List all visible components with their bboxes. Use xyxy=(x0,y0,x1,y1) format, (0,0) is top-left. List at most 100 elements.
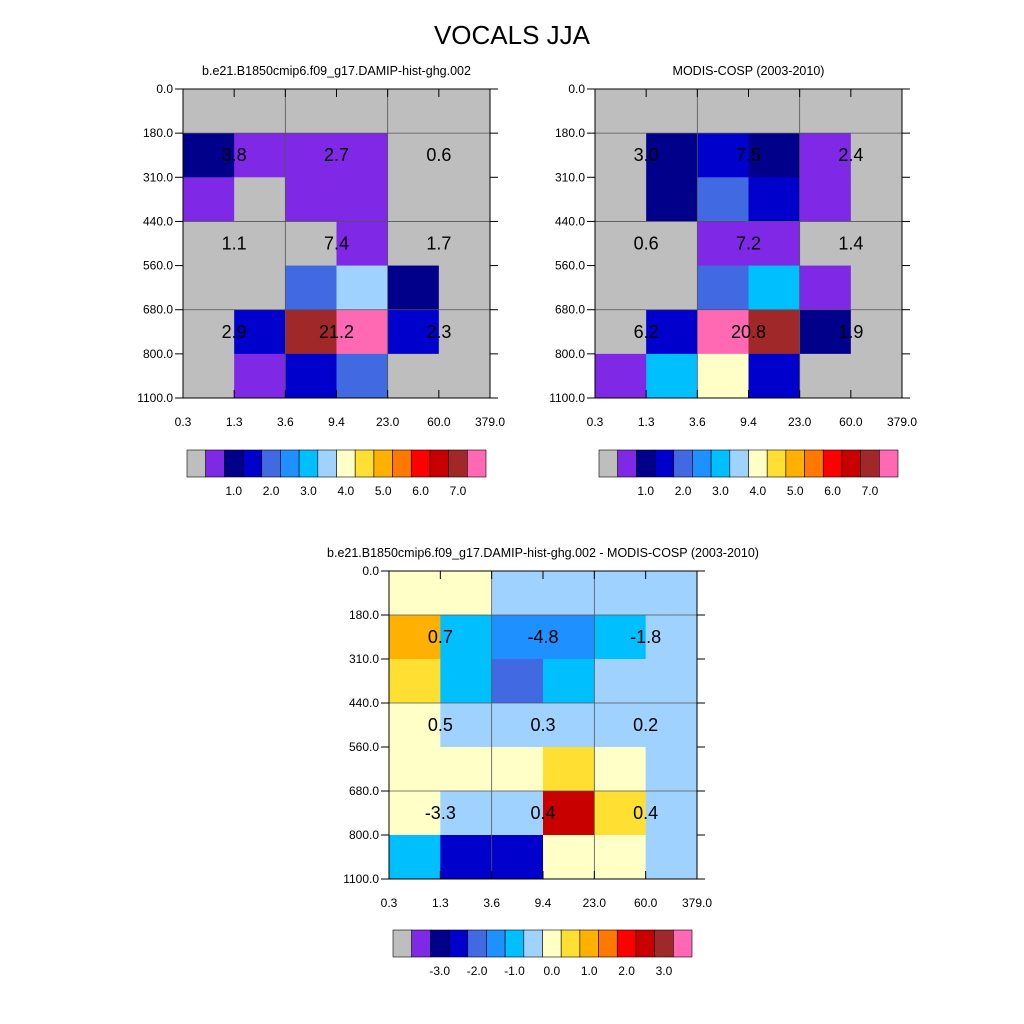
group-value-label: 3.0 xyxy=(634,145,659,165)
heatmap-cell xyxy=(387,353,440,399)
heatmap-cell xyxy=(491,659,544,704)
colorbar-swatch xyxy=(766,449,787,478)
heatmap-cell xyxy=(594,659,647,704)
colorbar-label: 1.0 xyxy=(581,964,598,978)
heatmap-cell xyxy=(543,835,595,880)
x-tick-label: 60.0 xyxy=(427,415,451,429)
colorbar-swatch xyxy=(242,449,263,478)
x-tick-label: 1.3 xyxy=(638,415,655,429)
heatmap-cell xyxy=(645,791,698,836)
y-tick-label: 560.0 xyxy=(555,259,585,273)
colorbar-swatch xyxy=(710,449,731,478)
heatmap-cell xyxy=(697,309,749,355)
group-value-label: 0.6 xyxy=(426,145,451,165)
x-tick-label: 0.3 xyxy=(175,415,192,429)
group-value-label: 2.9 xyxy=(222,322,247,342)
colorbar-swatch xyxy=(336,449,356,478)
x-tick-label: 379.0 xyxy=(475,415,505,429)
heatmap-cell xyxy=(438,89,491,134)
group-value-label: 7.2 xyxy=(736,234,761,254)
group-value-label: 1.1 xyxy=(222,234,247,254)
group-value-label: -1.8 xyxy=(630,627,661,647)
heatmap-cell xyxy=(336,89,389,134)
heatmap-cell xyxy=(850,309,903,355)
heatmap-cell xyxy=(543,615,595,660)
panel-2: MODIS-COSP (2003-2010) 0.0 180.0 310.0 440.0… xyxy=(549,64,917,498)
colorbar-swatch xyxy=(785,449,805,478)
heatmap-cell xyxy=(646,177,698,222)
heatmap-cell xyxy=(850,265,903,311)
colorbar-swatch xyxy=(504,929,525,958)
colorbar-swatch xyxy=(411,929,431,958)
group-value-label: 1.7 xyxy=(426,234,451,254)
heatmap-cell xyxy=(748,89,801,134)
colorbar-label: 1.0 xyxy=(225,484,242,498)
heatmap-cell xyxy=(594,835,647,880)
heatmap-cell xyxy=(285,89,337,134)
colorbar-label: 4.0 xyxy=(750,484,767,498)
heatmap-cell xyxy=(285,221,337,267)
y-tick-label: 560.0 xyxy=(349,740,379,754)
heatmap-cell xyxy=(850,133,903,178)
group-value-label: 2.4 xyxy=(838,145,863,165)
x-tick-label: 3.6 xyxy=(689,415,706,429)
group-value-label: 21.2 xyxy=(319,322,354,342)
colorbar-label: 6.0 xyxy=(412,484,429,498)
y-tick-label: 800.0 xyxy=(143,347,173,361)
colorbar-swatch xyxy=(617,449,637,478)
heatmap-cell xyxy=(646,265,698,311)
heatmap-cell xyxy=(234,265,286,311)
heatmap-cell xyxy=(440,615,493,660)
heatmap-cell xyxy=(595,353,647,399)
colorbar-label: 2.0 xyxy=(263,484,280,498)
heatmap-cell xyxy=(440,703,493,748)
heatmap-cell xyxy=(183,133,235,178)
heatmap-cell xyxy=(438,265,491,311)
colorbar-swatch xyxy=(729,449,749,478)
heatmap-cell xyxy=(389,571,441,616)
x-tick-label: 9.4 xyxy=(740,415,757,429)
heatmap-cell xyxy=(646,221,698,267)
colorbar-label: -3.0 xyxy=(429,964,450,978)
colorbar-label: 6.0 xyxy=(824,484,841,498)
x-tick-label: 9.4 xyxy=(535,896,552,910)
heatmap-cell xyxy=(389,615,441,660)
heatmap-cell xyxy=(438,221,491,267)
panel-3: b.e21.B1850cmip6.f09_g17.DAMIP-hist-ghg.… xyxy=(327,546,759,978)
colorbar-swatch xyxy=(467,929,487,958)
group-value-label: 0.3 xyxy=(530,715,555,735)
heatmap-cell xyxy=(438,309,491,355)
y-tick-label: 180.0 xyxy=(349,608,379,622)
heatmap-cell xyxy=(799,133,852,178)
heatmap-cell xyxy=(595,89,647,134)
colorbar-swatch xyxy=(860,449,880,478)
heatmap-cell xyxy=(594,703,647,748)
x-tick-label: 1.3 xyxy=(226,415,243,429)
heatmap-cell xyxy=(234,353,286,399)
colorbar-label: 5.0 xyxy=(787,484,804,498)
colorbar-swatch xyxy=(841,449,861,478)
colorbar-swatch xyxy=(298,449,319,478)
x-tick-label: 3.6 xyxy=(277,415,294,429)
group-value-label: 3.8 xyxy=(222,145,247,165)
colorbar-label: 4.0 xyxy=(338,484,355,498)
panel-1: b.e21.B1850cmip6.f09_g17.DAMIP-hist-ghg.… xyxy=(137,64,505,498)
colorbar-swatch xyxy=(523,929,543,958)
y-tick-label: 440.0 xyxy=(349,696,379,710)
heatmap-cell xyxy=(697,133,749,178)
group-value-label: 7.5 xyxy=(736,145,761,165)
heatmap-cell xyxy=(646,353,698,399)
heatmap-cell xyxy=(645,747,698,792)
heatmap-cell xyxy=(850,89,903,134)
colorbar-swatch xyxy=(542,929,562,958)
heatmap-cell xyxy=(594,615,647,660)
heatmap-cell xyxy=(543,747,595,792)
colorbar-swatch xyxy=(410,449,431,478)
heatmap-cell xyxy=(850,353,903,399)
heatmap-cell xyxy=(285,353,337,399)
heatmap-cell xyxy=(491,791,544,836)
heatmap-cell xyxy=(440,747,493,792)
colorbar-swatch xyxy=(673,449,693,478)
colorbar: -3.0 -2.0 -1.0 0.0 1.0 2.0 3.0 xyxy=(392,929,693,978)
heatmap-cell xyxy=(645,659,698,704)
